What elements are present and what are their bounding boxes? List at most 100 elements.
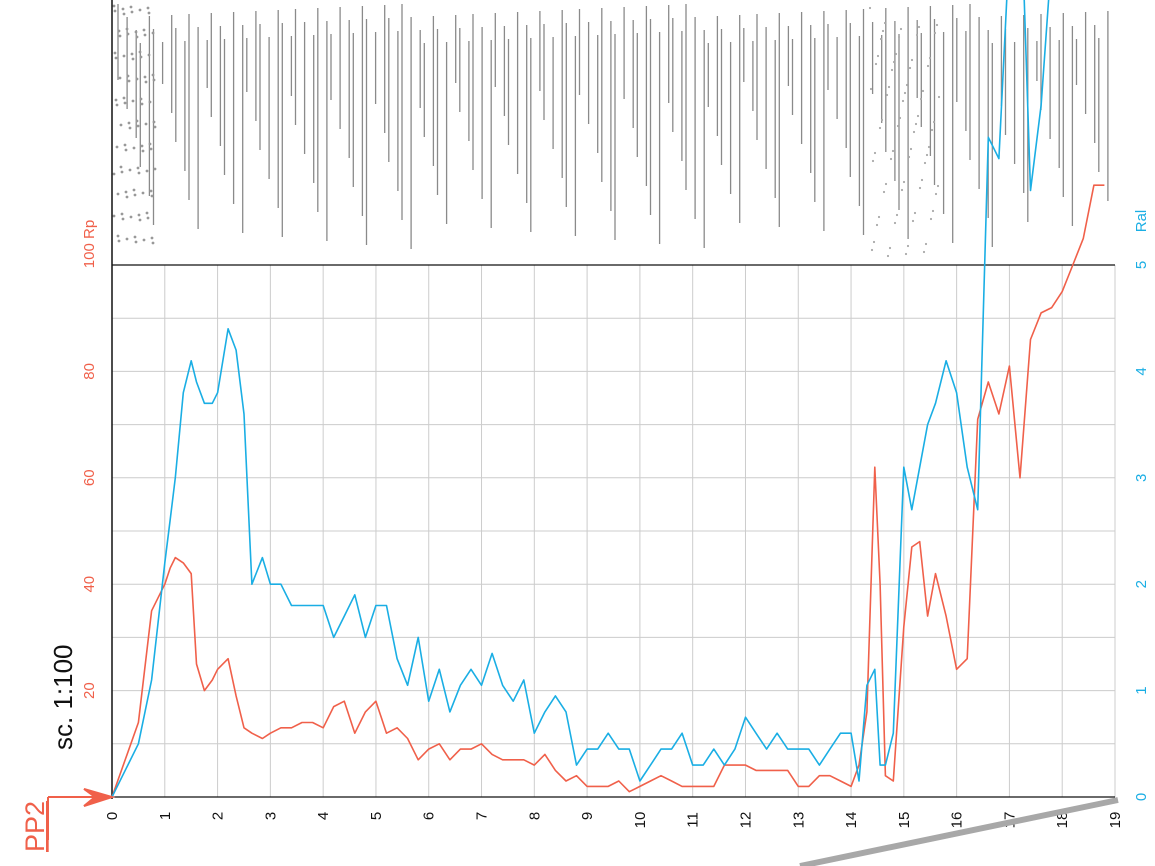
lithology-grain [116, 234, 120, 238]
lithology-grain [913, 211, 917, 215]
lithology-grain [123, 143, 127, 147]
lithology-grain [136, 124, 140, 128]
lithology-grain [135, 35, 139, 39]
lithology-grain [930, 128, 934, 132]
scale-label: sc. 1:100 [48, 644, 78, 750]
right-tick-label: 5 [1133, 261, 1150, 269]
x-tick-label: 5 [368, 812, 385, 820]
right-tick-label: 2 [1133, 580, 1150, 588]
series-line-ral [111, 0, 1050, 798]
lithology-grain [130, 52, 134, 56]
lithology-grain [138, 218, 142, 222]
right-tick-label: 3 [1133, 474, 1150, 482]
lithology-grain [895, 213, 899, 217]
lithology-grain [896, 124, 900, 128]
x-tick-label: 13 [790, 812, 807, 829]
lithology-grain [137, 171, 141, 175]
lithology-grain [875, 223, 879, 227]
lithology-grain [118, 76, 122, 80]
lithology-grain [880, 118, 884, 122]
lithology-grain [921, 89, 925, 93]
ground-profile-line [799, 797, 1119, 866]
lithology-grain [886, 254, 890, 258]
lithology-grain [871, 159, 875, 163]
lithology-grain [869, 87, 873, 91]
lithology-grain [904, 252, 908, 256]
lithology-grain [908, 66, 912, 70]
lithology-grain [139, 97, 143, 101]
lithology-grain [932, 120, 936, 124]
lithology-grain [140, 102, 144, 106]
x-tick-label: 15 [896, 812, 913, 829]
lithology-grain [120, 170, 124, 174]
x-tick-label: 16 [949, 812, 966, 829]
lithology-grain [128, 168, 132, 172]
lithology-grain [893, 221, 897, 225]
lithology-grain [915, 33, 919, 37]
lithology-grain [151, 31, 155, 35]
lithology-grain [898, 116, 902, 120]
lithology-grain [870, 248, 874, 252]
lithology-grain [937, 95, 941, 99]
lithology-grain [888, 246, 892, 250]
lithology-grain [125, 237, 129, 241]
lithology-grain [933, 31, 937, 35]
x-tick-label: 0 [104, 812, 121, 820]
lithology-grain [125, 195, 129, 199]
lithology-grain [917, 25, 921, 29]
x-tick-label: 10 [632, 812, 649, 829]
lithology-grain [919, 97, 923, 101]
pp2-marker: PP2 [20, 788, 116, 852]
lithology-grain [134, 240, 138, 244]
left-tick-label: 40 [81, 576, 98, 593]
lithology-grain [126, 32, 130, 36]
lithology-grain [138, 8, 142, 12]
lithology-grain [929, 217, 933, 221]
lithology-grain [884, 182, 888, 186]
left-tick-label: 80 [81, 363, 98, 380]
lithology-grain [876, 54, 880, 58]
lithology-grain [139, 55, 143, 59]
lithology-grain [129, 5, 133, 9]
lithology-grain [151, 241, 155, 245]
lithology-grain [132, 146, 136, 150]
chart-grid [111, 264, 1116, 797]
tick-labels: 0123456789101112131415161718192040608010… [81, 210, 1150, 829]
x-tick-label: 7 [474, 812, 491, 820]
lithology-grain [132, 188, 136, 192]
left-tick-label: 20 [81, 682, 98, 699]
lithology-grain [124, 190, 128, 194]
lithology-grain [147, 11, 151, 15]
series-layer [111, 0, 1105, 798]
lithology-grain [113, 51, 117, 55]
lithology-grain [149, 147, 153, 151]
lithology-grain [152, 78, 156, 82]
lithology-grain [136, 166, 140, 170]
lithology-grain [146, 6, 150, 10]
lithology-grain [907, 155, 911, 159]
lithology-grain [153, 167, 157, 171]
lithology-grain [150, 194, 154, 198]
lithology-grain [924, 242, 928, 246]
lithology-grain [117, 29, 121, 33]
lithology-grain [123, 101, 127, 105]
left-tick-label: 60 [81, 469, 98, 486]
x-tick-label: 1 [157, 812, 174, 820]
lithology-grain [874, 62, 878, 66]
lithology-grain [918, 186, 922, 190]
lithology-grain [119, 165, 123, 169]
lithology-grain [883, 21, 887, 25]
lithology-grain [122, 96, 126, 100]
lithology-grain [134, 30, 138, 34]
lithology-grain [144, 122, 148, 126]
lithology-grain [872, 240, 876, 244]
lithology-grain [902, 180, 906, 184]
lithology-grain [129, 215, 133, 219]
lithology-grain [114, 56, 118, 60]
lithology-grain [881, 29, 885, 33]
lithology-grain [127, 79, 131, 83]
right-tick-label: 0 [1133, 793, 1150, 801]
lithology-grain [887, 85, 891, 89]
lithology-grain [877, 215, 881, 219]
lithology-grain [927, 145, 931, 149]
